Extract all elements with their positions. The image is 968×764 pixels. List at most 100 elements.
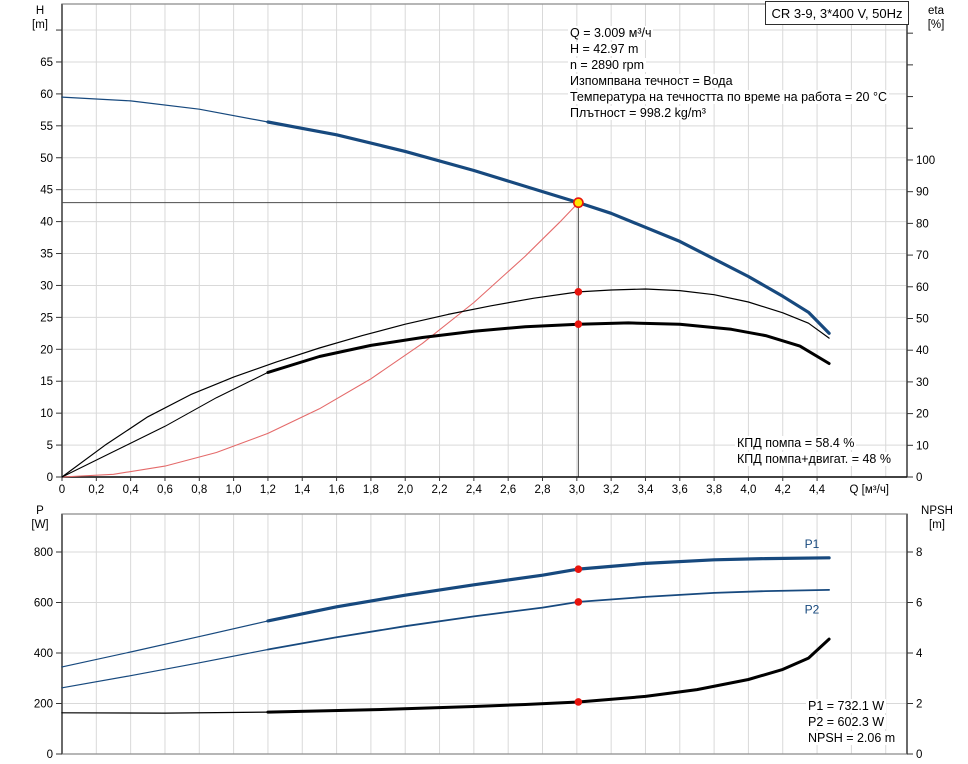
p1-thin-curve [61,620,269,668]
npsh-thin-curve [61,711,269,714]
right-tick-label: 8 [916,547,922,559]
left-tick-label: 50 [40,153,53,165]
text-line: Изпомпвана течност = Вода [568,74,735,88]
eta-pump-motor-thin-curve [61,371,269,478]
x-tick-label: 3,2 [603,484,619,496]
text-line: P2 = 602.3 W [806,715,887,729]
x-tick-label: 2,6 [500,484,516,496]
npsh-point [574,698,583,706]
text-line: n = 2890 rpm [568,58,647,72]
p1-curve [266,556,831,623]
x-tick-label: 1,4 [294,484,311,496]
head-curve [266,120,831,335]
left-tick-label: 200 [34,699,53,711]
left-tick-label: 800 [34,547,53,559]
text-line: [W] [30,519,50,531]
x-tick-label: 4,4 [809,484,826,496]
x-tick-label: 0,2 [88,484,104,496]
plot-frame [61,513,908,755]
eta-pump-motor-curve [266,321,831,374]
head-thin-curve [61,96,269,123]
left-tick-label: 400 [34,648,53,660]
right-tick-label: 100 [916,155,935,167]
system-curve-curve [61,202,579,478]
eta-pump-motor-point [574,320,583,328]
right-tick-label: 60 [916,282,929,294]
text-line: H [34,5,46,17]
x-tick-label: 2,8 [535,484,551,496]
text-line: eta [927,5,945,17]
left-tick-label: 40 [40,217,53,229]
x-tick-label: 4,2 [775,484,791,496]
left-tick-label: 20 [40,344,53,356]
text-line: P [35,505,45,517]
left-tick-label: 60 [40,89,53,101]
right-tick-label: 0 [916,749,922,761]
text-line: Температура на течността по време на раб… [568,90,889,104]
left-tick-label: 10 [40,408,53,420]
x-tick-label: 2,4 [466,484,483,496]
left-tick-label: 0 [47,749,53,761]
right-axis-title-npsh: NPSH [m] [910,504,964,532]
right-tick-label: 50 [916,313,929,325]
left-tick-label: 5 [47,440,53,452]
x-tick-label: 1,6 [329,484,345,496]
text-line: [%] [926,19,946,31]
left-tick-label: 30 [40,280,53,292]
eta-pump-curve [61,288,830,478]
x-tick-label: 2,2 [432,484,448,496]
power-npsh-chart: 0 200 400 600 800 0 2 4 6 8 P1 P2 [34,513,923,761]
pump-curve-chart: 0 0,2 0,4 0,6 0,8 1,0 1,2 1,4 1,6 1,8 2,0 2,2 2,4 2,6… [40,3,935,496]
duty-point-info-block: Q = 3.009 м³/ч H = 42.97 m n = 2890 rpm Изп… [568,25,889,121]
p2-thin-curve [61,648,269,689]
right-tick-label: 40 [916,345,929,357]
text-line: H = 42.97 m [568,42,641,56]
left-tick-label: 600 [34,598,53,610]
text-line: Плътност = 998.2 kg/m³ [568,106,708,120]
x-tick-label: 3,6 [672,484,688,496]
left-tick-label: 55 [40,121,53,133]
operating-point[interactable] [572,197,584,209]
x-tick-label: 3,0 [569,484,585,496]
x-tick-label: 3,8 [706,484,722,496]
right-tick-label: 90 [916,187,929,199]
p2-curve [266,589,830,651]
x-tick-label: 3,4 [637,484,654,496]
left-tick-label: 45 [40,185,53,197]
text-line: P1 = 732.1 W [806,699,887,713]
left-tick-label: 0 [47,472,53,484]
x-tick-label: 0,8 [191,484,207,496]
left-tick-label: 15 [40,376,53,388]
text-line: [m] [928,519,946,531]
eta-pump-point [574,288,583,296]
text-line: NPSH = 2.06 m [806,731,898,745]
left-tick-label: 35 [40,249,53,261]
right-tick-label: 6 [916,598,922,610]
right-tick-label: 20 [916,409,929,421]
power-npsh-readout-block: P1 = 732.1 W P2 = 602.3 W NPSH = 2.06 m [806,698,898,746]
left-tick-label: 65 [40,57,53,69]
efficiency-readout-block: КПД помпа = 58.4 % КПД помпа+двигат. = 48… [735,435,893,467]
right-tick-label: 2 [916,699,922,711]
left-axis-title-p: P [W] [18,504,62,532]
right-tick-label: 0 [916,472,922,484]
x-tick-label: 1,0 [226,484,242,496]
text-line: КПД помпа+двигат. = 48 % [735,452,893,466]
x-axis-unit-label: Q [м³/ч] [850,484,889,496]
right-tick-label: 30 [916,377,929,389]
x-tick-label: 0,6 [157,484,173,496]
series-label-p1: P1 [805,537,820,551]
x-tick-label: 1,2 [260,484,276,496]
right-tick-label: 4 [916,648,923,660]
right-tick-label: 10 [916,440,929,452]
x-tick-label: 2,0 [397,484,413,496]
text-line: КПД помпа = 58.4 % [735,436,857,450]
left-tick-label: 25 [40,312,53,324]
left-axis-title-h: H [m] [18,4,62,32]
text-line: Q = 3.009 м³/ч [568,26,654,40]
npsh-curve [266,637,831,714]
x-tick-label: 0,4 [123,484,140,496]
right-tick-label: 80 [916,218,929,230]
